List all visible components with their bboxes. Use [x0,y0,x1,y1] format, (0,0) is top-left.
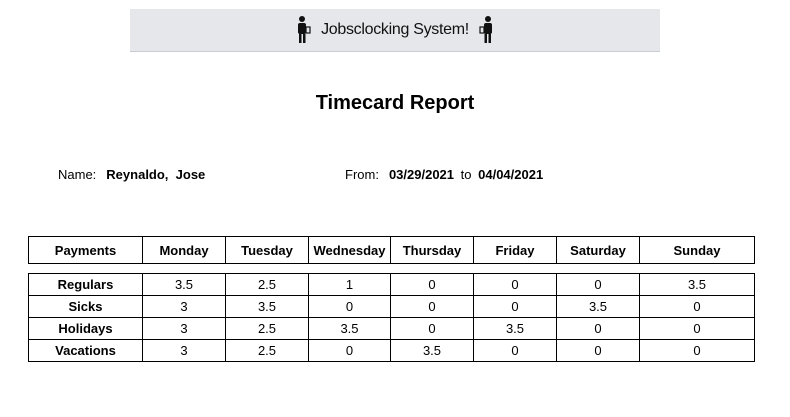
table-cell: 0 [390,273,474,296]
employee-name: Name: Reynaldo, Jose [58,167,205,182]
table-cell: 3.5 [556,295,640,318]
table-row: Regulars 3.5 2.5 1 0 0 0 3.5 [28,273,755,296]
table-cell: 3 [142,295,226,318]
date-range: From: 03/29/2021 to 04/04/2021 [345,167,543,182]
table-cell: 3.5 [473,317,557,340]
table-cell: 2.5 [225,317,309,340]
row-label: Sicks [28,295,143,318]
app-title: Jobsclocking System! [321,21,469,38]
row-label: Regulars [28,273,143,296]
table-row: Holidays 3 2.5 3.5 0 3.5 0 0 [28,317,755,340]
table-cell: 3.5 [142,273,226,296]
row-label: Vacations [28,339,143,362]
from-label: From: [345,167,379,182]
report-title: Timecard Report [315,92,475,114]
table-cell: 0 [390,295,474,318]
column-header: Sunday [639,236,755,264]
table-cell: 0 [639,317,755,340]
column-header: Friday [473,236,557,264]
worker-icon [298,16,311,43]
table-cell: 3.5 [225,295,309,318]
column-header: Monday [142,236,226,264]
header-row: Payments Monday Tuesday Wednesday Thursd… [28,236,755,264]
table-cell: 3.5 [639,273,755,296]
column-header: Thursday [390,236,474,264]
app-banner: Jobsclocking System! [130,9,660,52]
table-cell: 0 [639,339,755,362]
column-header: Wednesday [308,236,391,264]
table-cell: 3.5 [390,339,474,362]
table-cell: 3 [142,317,226,340]
name-label: Name: [58,167,97,182]
from-date: 03/29/2021 [388,167,455,182]
table-cell: 0 [556,273,640,296]
table-cell: 0 [556,317,640,340]
table-cell: 0 [308,339,391,362]
table-cell: 1 [308,273,391,296]
timecard-header-table: Payments Monday Tuesday Wednesday Thursd… [28,236,755,264]
table-cell: 0 [473,295,557,318]
row-label: Holidays [28,317,143,340]
table-cell: 3 [142,339,226,362]
table-cell: 0 [473,273,557,296]
table-cell: 3.5 [308,317,391,340]
table-cell: 0 [556,339,640,362]
to-date: 04/04/2021 [478,167,544,182]
table-cell: 0 [639,295,755,318]
column-header: Saturday [556,236,640,264]
column-header: Tuesday [225,236,309,264]
column-header: Payments [28,236,143,264]
table-row: Sicks 3 3.5 0 0 0 3.5 0 [28,295,755,318]
table-cell: 0 [308,295,391,318]
worker-icon [479,16,492,43]
timecard-body-table: Regulars 3.5 2.5 1 0 0 0 3.5 Sicks 3 3.5… [28,273,755,362]
table-cell: 0 [473,339,557,362]
to-label: to [460,167,472,182]
table-row: Vacations 3 2.5 0 3.5 0 0 0 [28,339,755,362]
table-cell: 2.5 [225,339,309,362]
table-cell: 2.5 [225,273,309,296]
name-value: Reynaldo, Jose [106,167,206,182]
table-cell: 0 [390,317,474,340]
